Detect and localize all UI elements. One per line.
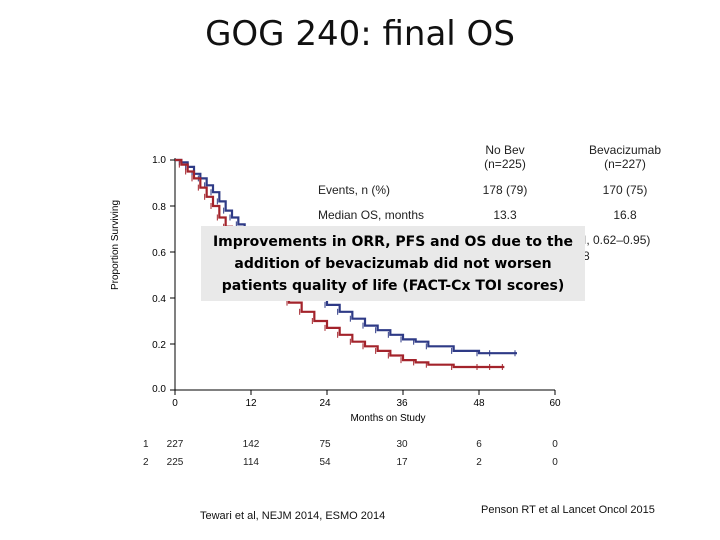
- median-os-arm2: 16.8: [613, 208, 637, 222]
- callout-box: Improvements in ORR, PFS and OS due to t…: [201, 226, 585, 301]
- x-tick-label: 0: [172, 398, 178, 409]
- x-tick-label: 24: [319, 398, 331, 409]
- arm1-header: No Bev (n=225): [465, 143, 545, 171]
- at-risk-count: 6: [476, 439, 482, 450]
- arm2-header-name: Bevacizumab: [588, 143, 662, 157]
- at-risk-count: 142: [242, 439, 260, 450]
- slide-title: GOG 240: final OS: [205, 14, 515, 54]
- at-risk-count: 0: [552, 457, 558, 468]
- x-tick-label: 12: [245, 398, 257, 409]
- y-tick-label: 0.8: [152, 202, 166, 213]
- y-tick-label: 0.4: [152, 294, 166, 305]
- events-arm1: 178 (79): [482, 183, 528, 197]
- at-risk-count: 75: [319, 439, 331, 450]
- citation-left: Tewari et al, NEJM 2014, ESMO 2014: [200, 510, 386, 522]
- at-risk-count: 227: [166, 439, 184, 450]
- at-risk-count: 30: [396, 439, 408, 450]
- at-risk-count: 225: [166, 457, 184, 468]
- median-os-row-label: Median OS, months: [318, 208, 425, 222]
- median-os-arm1: 13.3: [493, 208, 517, 222]
- at-risk-count: 17: [396, 457, 408, 468]
- events-row-label: Events, n (%): [318, 183, 391, 197]
- citation-right: Penson RT et al Lancet Oncol 2015: [481, 504, 655, 516]
- arm2-header-n: (n=227): [604, 157, 646, 171]
- y-tick-label: 0.2: [152, 340, 166, 351]
- at-risk-arm-label: 2: [143, 457, 149, 468]
- y-tick-label: 1.0: [152, 155, 166, 166]
- y-tick-label: 0.0: [152, 384, 166, 395]
- x-tick-label: 60: [549, 398, 561, 409]
- x-axis-label: Months on Study: [350, 413, 426, 424]
- at-risk-arm-label: 1: [143, 439, 149, 450]
- at-risk-count: 0: [552, 439, 558, 450]
- x-tick-label: 36: [396, 398, 408, 409]
- at-risk-count: 114: [243, 457, 259, 468]
- y-axis-label: Proportion Surviving: [110, 199, 121, 291]
- arm1-header-n: (n=225): [484, 157, 526, 171]
- arm1-header-name: No Bev: [485, 143, 525, 157]
- y-tick-label: 0.6: [152, 248, 166, 259]
- arm2-header: Bevacizumab (n=227): [570, 143, 680, 171]
- callout-text: Improvements in ORR, PFS and OS due to t…: [212, 233, 574, 294]
- hazard-ratio-partial: I, 0.62–0.95): [583, 233, 651, 247]
- p-value-partial: 8: [583, 249, 590, 263]
- x-tick-label: 48: [473, 398, 485, 409]
- events-arm2: 170 (75): [602, 183, 648, 197]
- at-risk-count: 54: [319, 457, 331, 468]
- at-risk-count: 2: [476, 457, 482, 468]
